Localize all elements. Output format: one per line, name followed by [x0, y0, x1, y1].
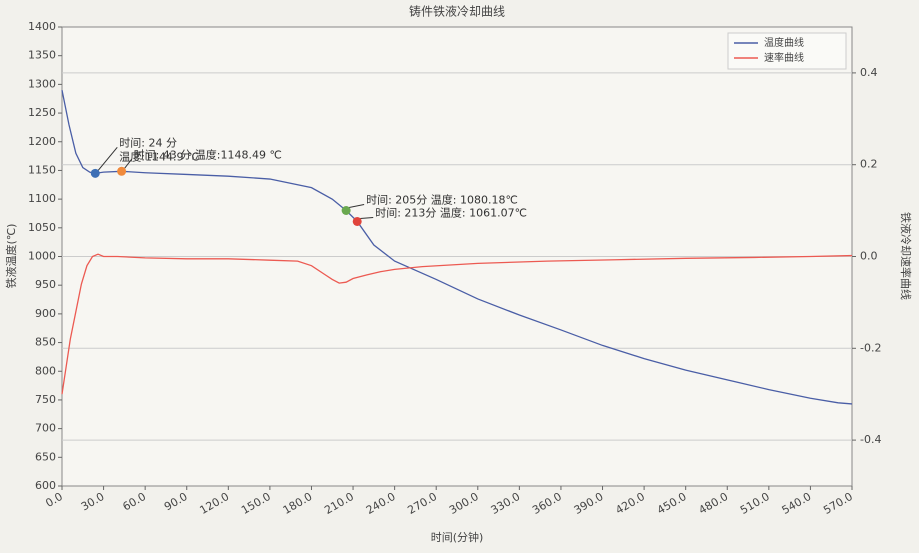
legend-label: 速率曲线 — [764, 51, 804, 64]
annotation-point — [341, 205, 351, 215]
y-tick-label: 1150 — [28, 163, 56, 176]
annotation-text: 时间: 24 分 — [119, 136, 177, 149]
annotation-point — [352, 216, 362, 226]
x-tick-label: 0.0 — [43, 490, 65, 510]
y-tick-label: 1250 — [28, 106, 56, 119]
y2-tick-label: 0.2 — [860, 158, 878, 171]
x-tick-label: 480.0 — [696, 490, 730, 517]
annotation-text: 时间: 213分 温度: 1061.07℃ — [375, 205, 527, 219]
x-axis-label: 时间(分钟) — [431, 530, 484, 544]
annotation-text: 时间: 205分 温度: 1080.18℃ — [366, 192, 518, 206]
x-tick-label: 210.0 — [322, 490, 356, 517]
annotation-arrow — [124, 158, 132, 169]
y2-axis-label: 铁液冷却速率曲线 — [899, 212, 913, 300]
x-tick-label: 450.0 — [655, 490, 689, 517]
series-line — [61, 253, 853, 395]
y2-tick-label: 0.4 — [860, 66, 878, 79]
annotation-point — [117, 166, 127, 176]
y-tick-label: 700 — [35, 422, 56, 435]
x-tick-label: 60.0 — [120, 490, 148, 514]
legend-label: 温度曲线 — [764, 36, 804, 49]
x-tick-label: 150.0 — [239, 490, 273, 517]
annotation-text: 时间: 43 分,温度:1148.49 ℃ — [134, 147, 282, 161]
x-tick-label: 330.0 — [489, 490, 523, 517]
x-tick-label: 30.0 — [79, 490, 107, 514]
annotation-arrow — [97, 147, 118, 171]
y-tick-label: 750 — [35, 393, 56, 406]
x-tick-label: 540.0 — [780, 490, 814, 517]
x-tick-label: 270.0 — [405, 490, 439, 517]
x-tick-label: 180.0 — [281, 490, 315, 517]
y-tick-label: 1300 — [28, 77, 56, 90]
y-tick-label: 1400 — [28, 20, 56, 33]
y-tick-label: 900 — [35, 307, 56, 320]
y2-tick-label: -0.4 — [860, 433, 881, 446]
y-tick-label: 1000 — [28, 250, 56, 263]
y-tick-label: 600 — [35, 479, 56, 492]
y-tick-label: 1200 — [28, 135, 56, 148]
y2-tick-label: -0.2 — [860, 341, 881, 354]
y2-tick-label: 0.0 — [860, 250, 878, 263]
y-axis-label: 铁液温度(℃) — [4, 224, 18, 289]
y-tick-label: 1050 — [28, 221, 56, 234]
annotation-arrow — [349, 204, 365, 208]
y-tick-label: 850 — [35, 336, 56, 349]
annotation-point — [90, 168, 100, 178]
x-tick-label: 360.0 — [530, 490, 564, 517]
y-tick-label: 800 — [35, 364, 56, 377]
y-tick-label: 650 — [35, 450, 56, 463]
legend-box — [727, 32, 847, 70]
x-tick-label: 90.0 — [162, 490, 190, 514]
x-tick-label: 570.0 — [821, 490, 855, 517]
y-tick-label: 1100 — [28, 192, 56, 205]
x-tick-label: 120.0 — [198, 490, 232, 517]
chart-title: 铸件铁液冷却曲线 — [409, 4, 505, 19]
x-tick-label: 510.0 — [738, 490, 772, 517]
x-tick-label: 300.0 — [447, 490, 481, 517]
annotation-arrow — [360, 216, 374, 219]
x-tick-label: 420.0 — [613, 490, 647, 517]
x-tick-label: 390.0 — [572, 490, 606, 517]
x-tick-label: 240.0 — [364, 490, 398, 517]
annotation-text: 温度:1144.9 ℃ — [119, 149, 199, 163]
y-tick-label: 1350 — [28, 49, 56, 62]
y-tick-label: 950 — [35, 278, 56, 291]
